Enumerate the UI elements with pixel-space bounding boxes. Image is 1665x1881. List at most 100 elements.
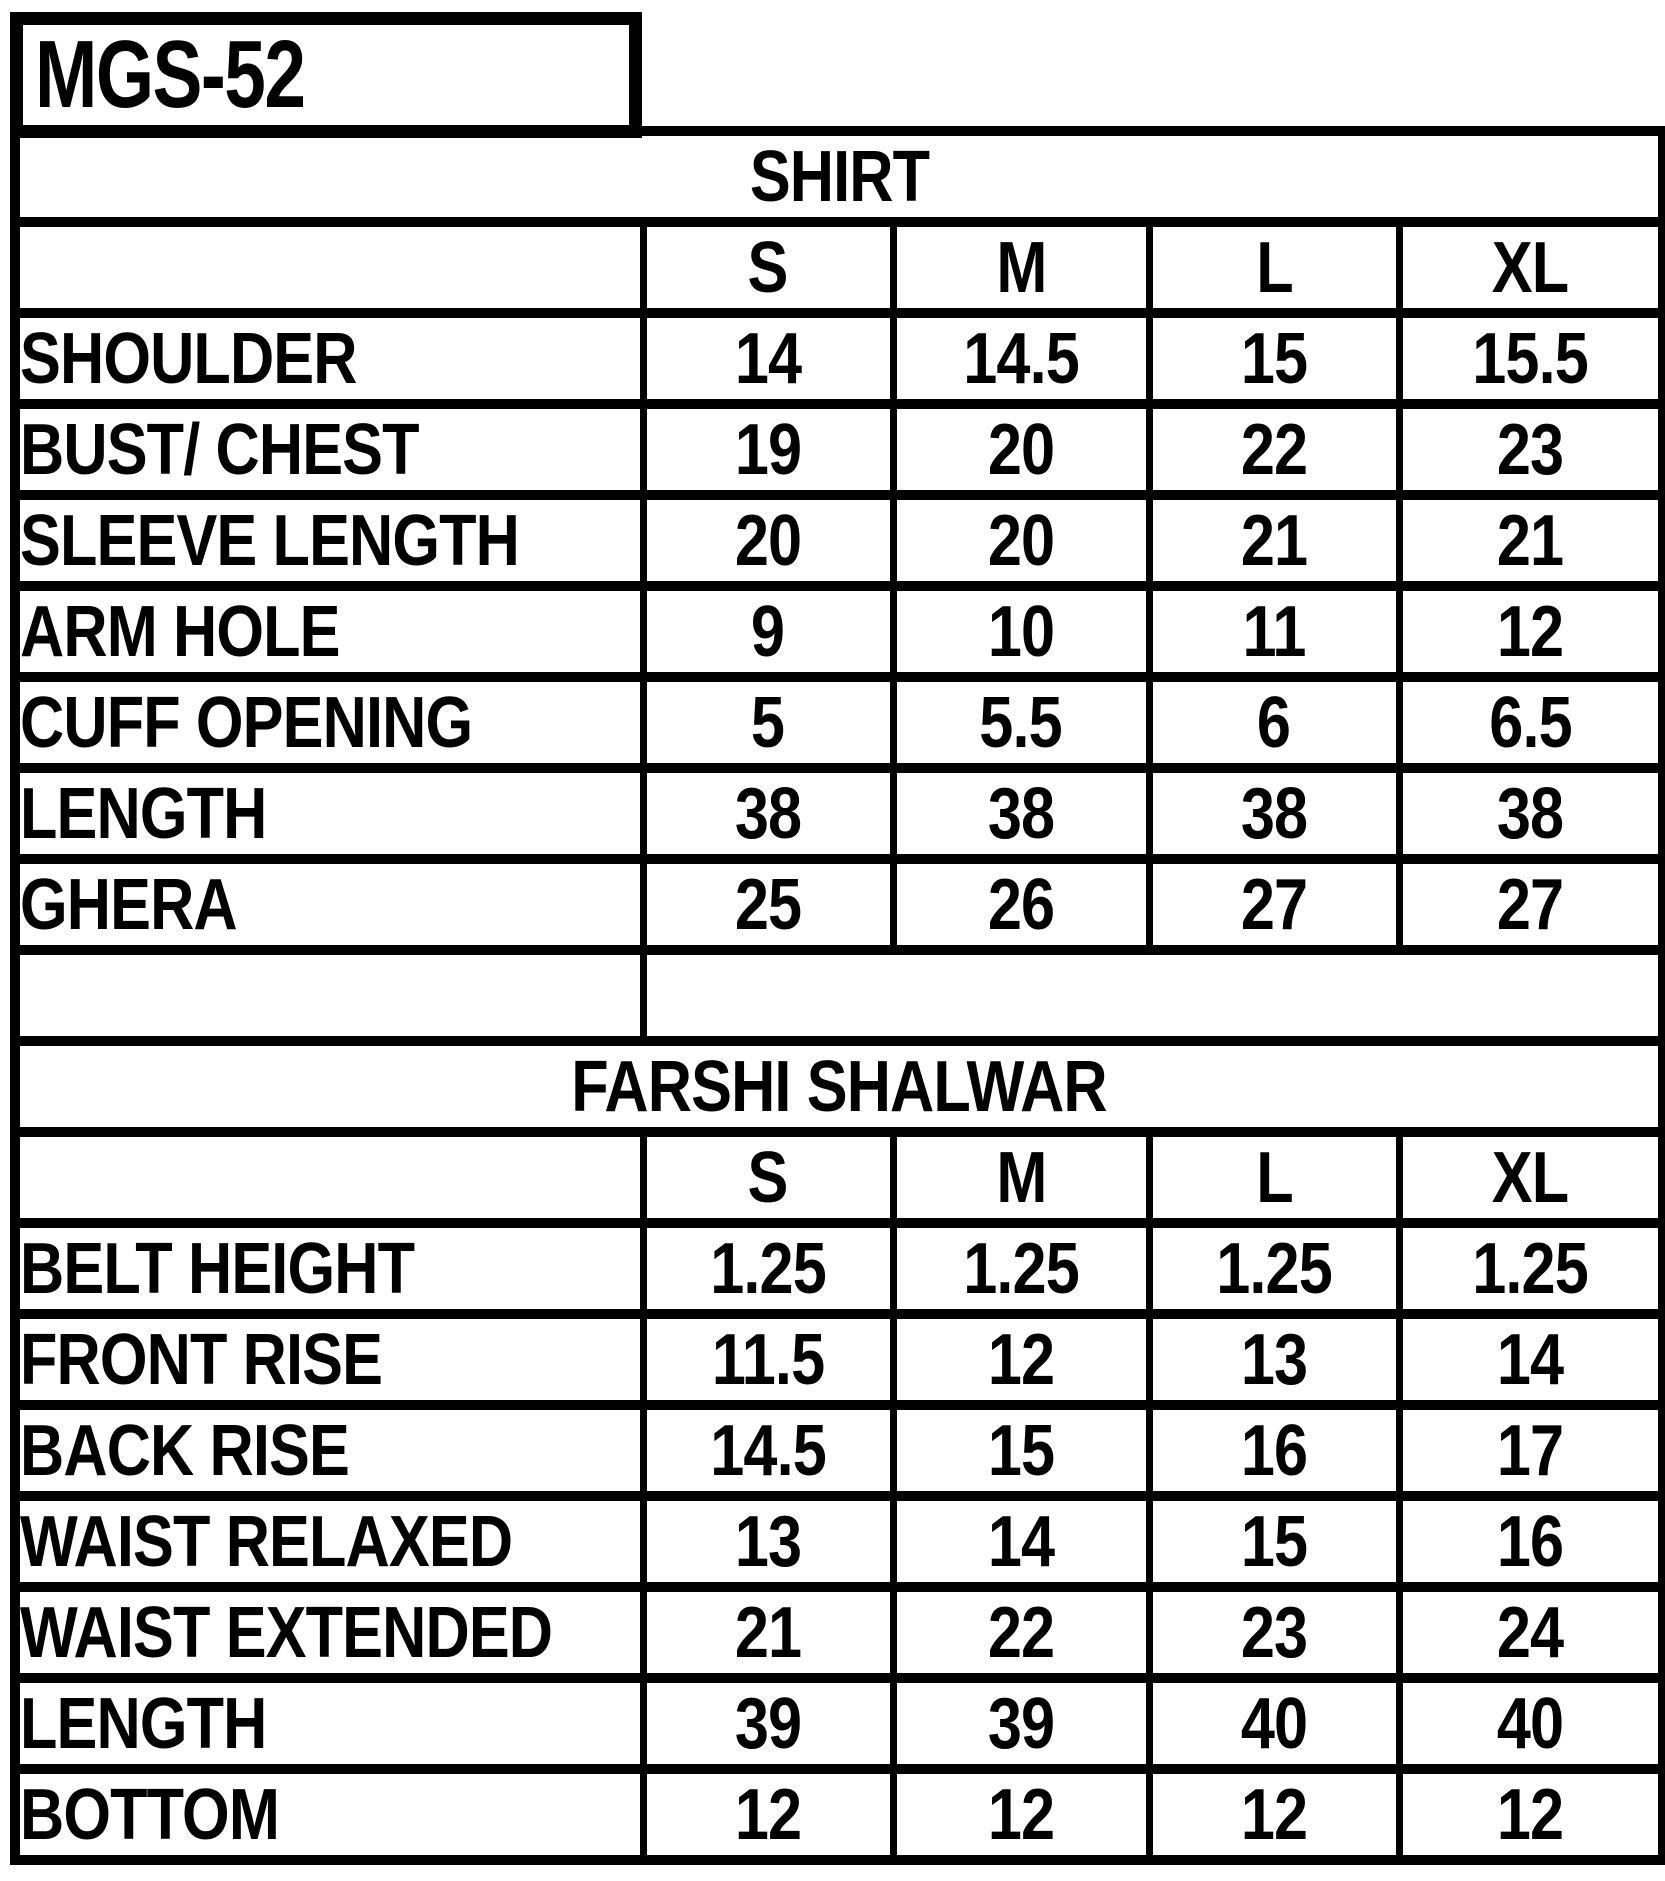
- size-header-spacer-cell-shirt: [11, 217, 647, 318]
- value-shirt-shoulder-s-text: 14: [734, 318, 802, 399]
- measurement-label-shirt-shoulder-text: SHOULDER: [20, 318, 357, 399]
- size-header-spacer-cell-farshi-shalwar: [11, 1127, 647, 1228]
- value-shirt-length-xl: 38: [1395, 763, 1665, 864]
- size-chart-body: SHIRT S M L XL SHOULDER 14 14.5 15 15.5 BUST/ CHES…: [11, 126, 1665, 1865]
- value-farshi-shalwar-length-s-text: 39: [734, 1683, 802, 1764]
- value-farshi-shalwar-bottom-m: 12: [889, 1764, 1153, 1865]
- value-farshi-shalwar-bottom-xl-text: 12: [1497, 1774, 1564, 1855]
- size-header-row-farshi-shalwar: S M L XL: [11, 1127, 1665, 1228]
- value-shirt-length-m: 38: [889, 763, 1153, 864]
- value-farshi-shalwar-bottom-l: 12: [1145, 1764, 1403, 1865]
- value-farshi-shalwar-back-rise-m-text: 15: [987, 1410, 1055, 1491]
- value-shirt-arm-hole-m: 10: [889, 581, 1153, 682]
- value-farshi-shalwar-length-s: 39: [639, 1673, 897, 1774]
- size-header-shirt-s-text: S: [748, 227, 789, 308]
- measurement-row-shirt-cuff-opening: CUFF OPENING 5 5.5 6 6.5: [11, 672, 1665, 773]
- measurement-label-farshi-shalwar-belt-height-text: BELT HEIGHT: [20, 1228, 415, 1309]
- value-farshi-shalwar-length-xl: 40: [1395, 1673, 1665, 1774]
- value-shirt-ghera-m-text: 26: [987, 864, 1055, 945]
- value-shirt-shoulder-m-text: 14.5: [963, 318, 1080, 399]
- value-shirt-shoulder-m: 14.5: [889, 308, 1153, 409]
- value-shirt-sleeve-length-s-text: 20: [734, 500, 802, 581]
- value-shirt-arm-hole-s: 9: [639, 581, 897, 682]
- value-shirt-length-s: 38: [639, 763, 897, 864]
- section-title-shirt: SHIRT: [11, 126, 1665, 227]
- spacer-row: [11, 945, 1665, 1046]
- value-shirt-bust-chest-l-text: 22: [1240, 409, 1308, 490]
- size-header-farshi-shalwar-xl-text: XL: [1492, 1137, 1569, 1218]
- measurement-label-shirt-length: LENGTH: [11, 763, 647, 864]
- value-farshi-shalwar-waist-extended-xl: 24: [1395, 1582, 1665, 1683]
- value-shirt-sleeve-length-xl: 21: [1395, 490, 1665, 591]
- value-shirt-arm-hole-s-text: 9: [751, 591, 785, 672]
- measurement-label-shirt-shoulder: SHOULDER: [11, 308, 647, 409]
- measurement-label-farshi-shalwar-length-text: LENGTH: [20, 1683, 267, 1764]
- value-shirt-sleeve-length-s: 20: [639, 490, 897, 591]
- value-shirt-bust-chest-m: 20: [889, 399, 1153, 500]
- section-title-shirt-text: SHIRT: [749, 136, 929, 217]
- value-farshi-shalwar-front-rise-xl: 14: [1395, 1309, 1665, 1410]
- value-farshi-shalwar-back-rise-l: 16: [1145, 1400, 1403, 1501]
- value-farshi-shalwar-waist-relaxed-xl-text: 16: [1497, 1501, 1564, 1582]
- value-farshi-shalwar-length-l-text: 40: [1240, 1683, 1308, 1764]
- value-shirt-bust-chest-s: 19: [639, 399, 897, 500]
- value-shirt-cuff-opening-s-text: 5: [751, 682, 785, 763]
- value-farshi-shalwar-waist-relaxed-l: 15: [1145, 1491, 1403, 1592]
- value-farshi-shalwar-front-rise-s: 11.5: [639, 1309, 897, 1410]
- value-shirt-cuff-opening-xl: 6.5: [1395, 672, 1665, 773]
- measurement-row-shirt-bust-chest: BUST/ CHEST 19 20 22 23: [11, 399, 1665, 500]
- value-shirt-arm-hole-l-text: 11: [1242, 591, 1306, 672]
- section-title-farshi-shalwar: FARSHI SHALWAR: [11, 1036, 1665, 1137]
- measurement-label-farshi-shalwar-front-rise-text: FRONT RISE: [20, 1319, 383, 1400]
- measurement-label-shirt-cuff-opening-text: CUFF OPENING: [20, 682, 473, 763]
- value-shirt-sleeve-length-m: 20: [889, 490, 1153, 591]
- measurement-row-farshi-shalwar-waist-extended: WAIST EXTENDED 21 22 23 24: [11, 1582, 1665, 1683]
- value-shirt-arm-hole-m-text: 10: [987, 591, 1055, 672]
- measurement-label-farshi-shalwar-belt-height: BELT HEIGHT: [11, 1218, 647, 1319]
- value-farshi-shalwar-waist-relaxed-l-text: 15: [1240, 1501, 1308, 1582]
- measurement-label-farshi-shalwar-bottom: BOTTOM: [11, 1764, 647, 1865]
- measurement-label-shirt-ghera-text: GHERA: [20, 864, 238, 945]
- value-farshi-shalwar-waist-extended-l-text: 23: [1240, 1592, 1308, 1673]
- value-farshi-shalwar-belt-height-xl: 1.25: [1395, 1218, 1665, 1319]
- measurement-label-farshi-shalwar-waist-extended: WAIST EXTENDED: [11, 1582, 647, 1683]
- value-shirt-cuff-opening-m-text: 5.5: [979, 682, 1063, 763]
- value-shirt-arm-hole-l: 11: [1145, 581, 1403, 682]
- value-farshi-shalwar-waist-extended-s: 21: [639, 1582, 897, 1683]
- size-header-farshi-shalwar-l-text: L: [1255, 1137, 1293, 1218]
- measurement-label-shirt-sleeve-length: SLEEVE LENGTH: [11, 490, 647, 591]
- value-farshi-shalwar-front-rise-xl-text: 14: [1497, 1319, 1564, 1400]
- value-farshi-shalwar-front-rise-l-text: 13: [1240, 1319, 1308, 1400]
- value-farshi-shalwar-waist-relaxed-s: 13: [639, 1491, 897, 1592]
- value-farshi-shalwar-back-rise-xl-text: 17: [1497, 1410, 1564, 1491]
- measurement-row-shirt-arm-hole: ARM HOLE 9 10 11 12: [11, 581, 1665, 682]
- size-header-shirt-l-text: L: [1255, 227, 1293, 308]
- measurement-label-shirt-sleeve-length-text: SLEEVE LENGTH: [20, 500, 520, 581]
- measurement-label-shirt-length-text: LENGTH: [20, 773, 267, 854]
- measurement-label-shirt-cuff-opening: CUFF OPENING: [11, 672, 647, 773]
- value-farshi-shalwar-back-rise-s: 14.5: [639, 1400, 897, 1501]
- value-shirt-length-xl-text: 38: [1497, 773, 1564, 854]
- value-farshi-shalwar-waist-extended-m: 22: [889, 1582, 1153, 1683]
- value-farshi-shalwar-bottom-l-text: 12: [1240, 1774, 1308, 1855]
- value-shirt-ghera-xl-text: 27: [1497, 864, 1564, 945]
- size-header-farshi-shalwar-s-text: S: [748, 1137, 789, 1218]
- value-shirt-cuff-opening-l-text: 6: [1257, 682, 1291, 763]
- value-farshi-shalwar-back-rise-s-text: 14.5: [710, 1410, 827, 1491]
- value-farshi-shalwar-belt-height-l-text: 1.25: [1216, 1228, 1333, 1309]
- value-shirt-shoulder-s: 14: [639, 308, 897, 409]
- value-farshi-shalwar-belt-height-m-text: 1.25: [963, 1228, 1080, 1309]
- value-shirt-sleeve-length-l-text: 21: [1240, 500, 1308, 581]
- section-title-row-farshi-shalwar: FARSHI SHALWAR: [11, 1036, 1665, 1137]
- value-farshi-shalwar-belt-height-s: 1.25: [639, 1218, 897, 1319]
- measurement-label-shirt-arm-hole: ARM HOLE: [11, 581, 647, 682]
- value-shirt-length-m-text: 38: [987, 773, 1055, 854]
- value-farshi-shalwar-belt-height-xl-text: 1.25: [1472, 1228, 1589, 1309]
- value-shirt-ghera-l: 27: [1145, 854, 1403, 955]
- value-farshi-shalwar-waist-extended-l: 23: [1145, 1582, 1403, 1683]
- measurement-row-shirt-sleeve-length: SLEEVE LENGTH 20 20 21 21: [11, 490, 1665, 591]
- value-shirt-sleeve-length-xl-text: 21: [1497, 500, 1564, 581]
- measurement-row-farshi-shalwar-length: LENGTH 39 39 40 40: [11, 1673, 1665, 1774]
- size-header-shirt-xl-text: XL: [1492, 227, 1569, 308]
